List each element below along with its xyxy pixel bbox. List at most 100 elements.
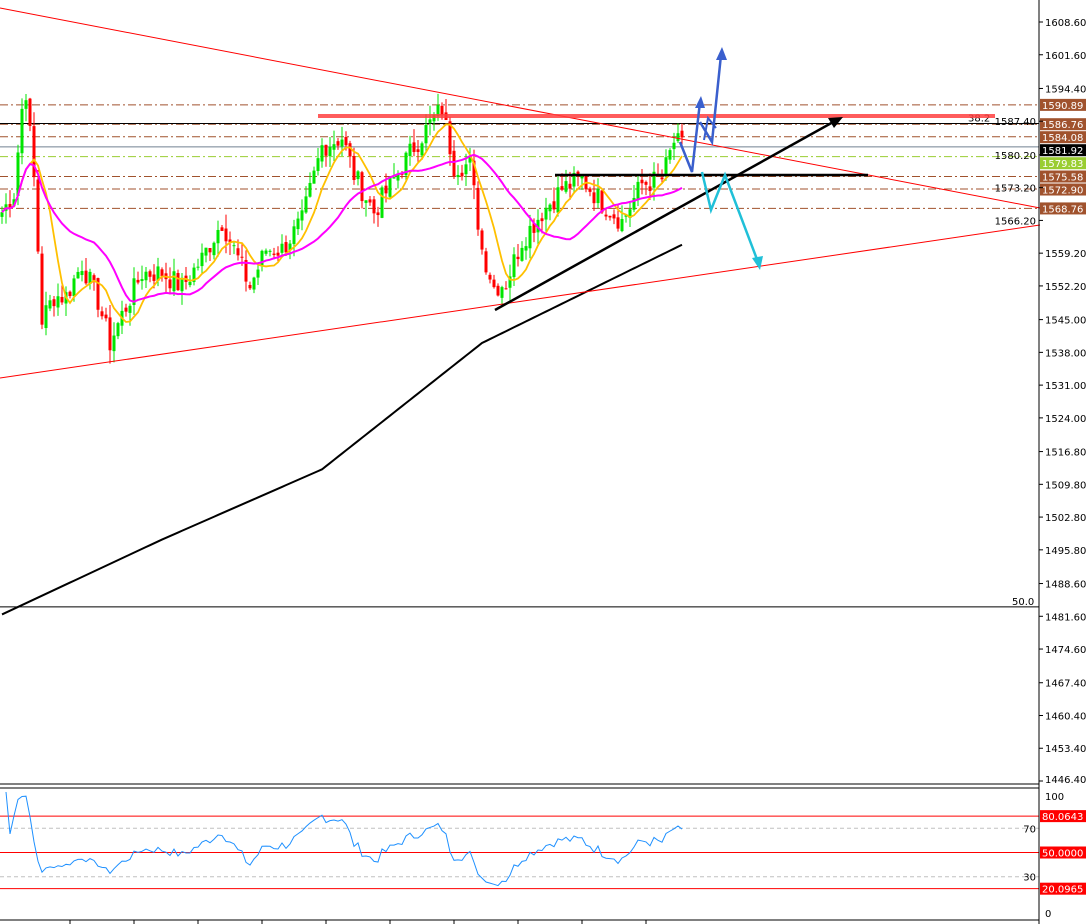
candle-body xyxy=(548,204,552,212)
candle-body xyxy=(484,251,488,273)
candle-body xyxy=(392,177,396,179)
candle-body xyxy=(172,271,176,292)
blue-arrow-path[interactable] xyxy=(698,54,723,146)
candle-body xyxy=(316,158,320,171)
candle-body xyxy=(176,273,180,291)
rsi-level-label: 50.0000 xyxy=(1042,849,1083,860)
candle-body xyxy=(260,250,264,267)
candle-body xyxy=(20,108,24,154)
candle-body xyxy=(604,214,608,217)
candle-body xyxy=(424,124,428,144)
y-tick-label: 1495.80 xyxy=(1045,546,1086,557)
y-tick-label: 1502.80 xyxy=(1045,513,1086,524)
drawings[interactable] xyxy=(0,7,1041,379)
candle-body xyxy=(212,242,216,256)
fib-level-label: 50.0 xyxy=(1012,597,1034,608)
y-tick-label: 1531.00 xyxy=(1045,381,1086,392)
lower-trendline[interactable] xyxy=(0,224,1041,379)
candle-body xyxy=(344,137,348,146)
rsi-tick-label: 30 xyxy=(1023,873,1036,884)
candle-body xyxy=(288,243,292,251)
candle-body xyxy=(160,269,164,277)
rsi-level-label: 20.0965 xyxy=(1042,885,1083,896)
price-label: 1575.58 xyxy=(1042,173,1083,184)
upper-trendline[interactable] xyxy=(0,7,1041,209)
candle-body xyxy=(324,144,328,156)
y-tick-label: 1524.00 xyxy=(1045,414,1086,425)
candle-body xyxy=(408,143,412,157)
candle-body xyxy=(352,156,356,181)
candle-body xyxy=(312,170,316,184)
rsi-panel: 80.0643 50.0000 20.0965 100 70 30 0 xyxy=(0,791,1086,924)
candle-body xyxy=(648,186,652,191)
price-label: 1586.76 xyxy=(1042,120,1083,131)
price-levels: 38.2 50.0 xyxy=(0,104,1039,608)
price-label: 1584.08 xyxy=(1042,133,1083,144)
candle-body xyxy=(236,248,240,256)
candle-body xyxy=(192,267,196,282)
candle-body xyxy=(620,218,624,232)
candle-body xyxy=(268,250,272,252)
candle-body xyxy=(612,214,616,219)
candle-body xyxy=(412,142,416,152)
candle-body xyxy=(496,285,500,296)
fib-level-label: 38.2 xyxy=(968,114,990,125)
candle-body xyxy=(520,247,524,261)
y-tick-label: 1566.20 xyxy=(995,216,1036,227)
ma-long-line xyxy=(1,243,683,616)
candle-body xyxy=(292,226,296,245)
candle-body xyxy=(488,274,492,280)
candle-body xyxy=(372,199,376,214)
price-label-bg xyxy=(1040,144,1086,157)
candle-body xyxy=(456,174,460,178)
candle-body xyxy=(580,175,584,179)
rsi-label-bg xyxy=(1040,846,1086,859)
blue-arrow-path[interactable] xyxy=(703,115,717,141)
cyan-arrow-path[interactable] xyxy=(700,171,760,263)
candle-body xyxy=(100,311,104,317)
candle-body xyxy=(664,157,668,177)
candle-body xyxy=(144,271,148,281)
rsi-label-bg xyxy=(1040,882,1086,895)
black-trendline[interactable] xyxy=(494,119,836,312)
candle-body xyxy=(32,126,36,178)
candle-body xyxy=(524,246,528,251)
candle-body xyxy=(140,279,144,282)
candle-body xyxy=(592,192,596,204)
candle-body xyxy=(196,266,200,268)
candle-body xyxy=(0,212,4,217)
candle-body xyxy=(464,164,468,175)
y-tick-label: 1481.60 xyxy=(1045,612,1086,623)
y-tick-label: 1587.40 xyxy=(995,117,1036,128)
y-tick-label: 1446.40 xyxy=(1045,775,1086,786)
candle-body xyxy=(512,254,516,278)
candle-body xyxy=(188,281,192,286)
candle-body xyxy=(56,296,60,308)
candle-body xyxy=(320,145,324,162)
candle-body xyxy=(276,252,280,256)
candle-body xyxy=(508,276,512,288)
candle-body xyxy=(368,199,372,203)
candle-body xyxy=(640,179,644,184)
y-tick-label: 1545.00 xyxy=(1045,316,1086,327)
candle-body xyxy=(660,177,664,180)
price-axis[interactable]: 1590.89 1586.76 1584.08 1581.92 1579.83 1575.… xyxy=(995,18,1087,786)
candle-body xyxy=(200,252,204,267)
candle-body xyxy=(416,149,420,152)
candle-body xyxy=(420,143,424,156)
candle-body xyxy=(608,215,612,218)
candle-body xyxy=(552,201,556,210)
candle-body xyxy=(28,98,32,126)
candle-body xyxy=(248,285,252,289)
price-label-bg xyxy=(1040,131,1086,144)
candle-body xyxy=(264,250,268,254)
candle-body xyxy=(16,152,20,196)
candle-body xyxy=(332,144,336,150)
candle-body xyxy=(452,150,456,177)
blue-arrow-path[interactable] xyxy=(678,101,702,173)
candle-body xyxy=(68,291,72,297)
candle-body xyxy=(668,150,672,160)
candle-body xyxy=(476,187,480,230)
price-label: 1590.89 xyxy=(1042,101,1083,112)
